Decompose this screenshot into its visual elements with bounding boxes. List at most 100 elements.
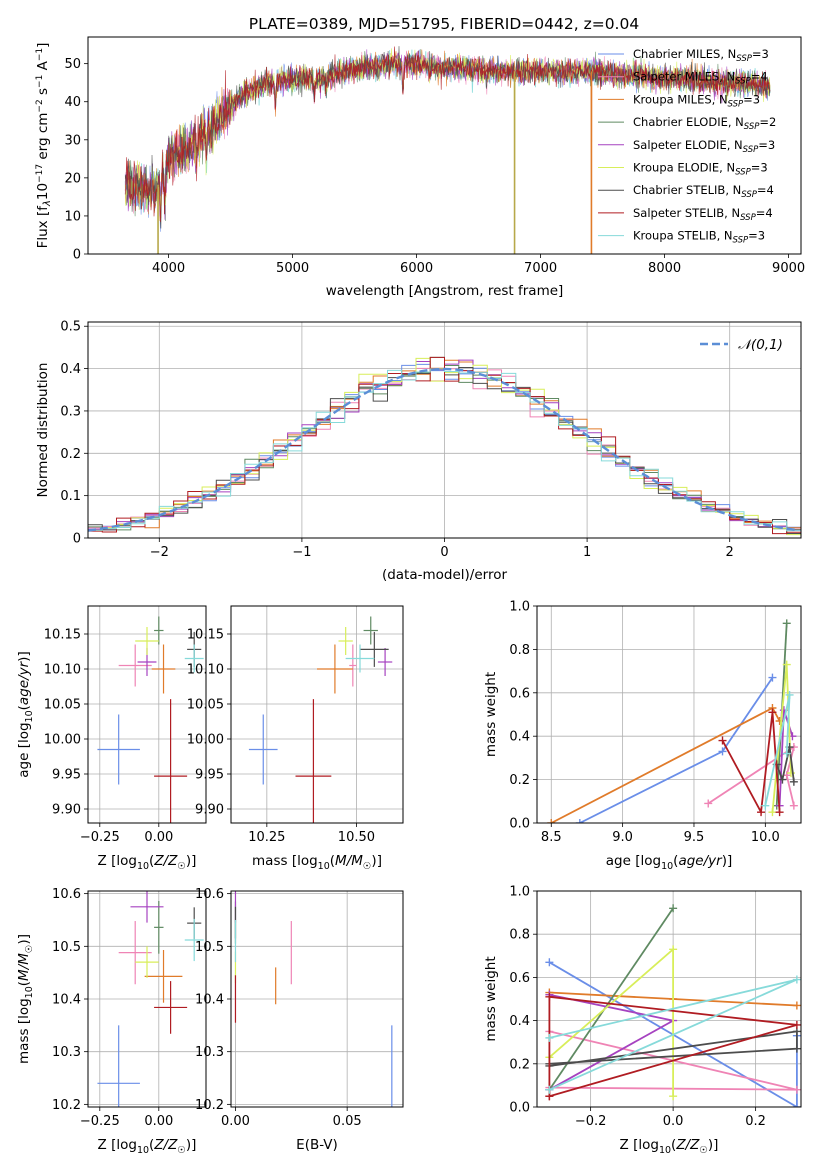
- panel-mass_vs_ebv: 0.00 0.05 10.2 10.3 10.4 10.5 10.6 E(B-V): [195, 887, 404, 1153]
- weight-point-marker: [792, 1020, 801, 1029]
- x-tick-label: 10.0: [751, 830, 780, 845]
- legend-label: Salpeter ELODIE, NSSP=3: [633, 138, 775, 155]
- y-tick-label: 0.3: [60, 404, 81, 419]
- y-tick-label: 20: [64, 171, 81, 186]
- y-tick-label: 0.8: [509, 643, 530, 658]
- x-tick-label: 7000: [524, 261, 557, 276]
- weight-point-marker: [768, 673, 777, 682]
- x-axis-label: Z [log10(Z/Z☉)]: [98, 853, 197, 872]
- y-tick-label: 0.5: [60, 320, 81, 335]
- y-tick-label: 0: [73, 248, 81, 263]
- x-axis-label: wavelength [Angstrom, rest frame]: [326, 283, 564, 299]
- weight-point-marker: [782, 619, 791, 628]
- legend-label: Chabrier STELIB, NSSP=4: [633, 183, 774, 200]
- weight-point-marker: [775, 717, 784, 726]
- y-tick-label: 10.5: [52, 940, 81, 955]
- weight-point-marker: [757, 808, 766, 817]
- x-tick-label: 0: [440, 545, 448, 560]
- y-tick-label: 0.2: [509, 1057, 530, 1072]
- plot-area: 4000 5000 6000 7000 8000 900001020304050Chabr…: [16, 36, 805, 1156]
- weight-point-marker: [718, 736, 727, 745]
- weight-series-line: [548, 995, 798, 1098]
- x-axis-label: E(B-V): [296, 1137, 338, 1153]
- weight-point-marker: [669, 945, 678, 954]
- x-tick-label: 9.5: [684, 830, 705, 845]
- x-tick-label: 9000: [772, 261, 805, 276]
- axes-frame: [87, 605, 207, 824]
- y-tick-label: 10.2: [195, 1098, 224, 1113]
- panel-mass_vs_Z: −0.25 0.00 10.2 10.3 10.4 10.5 10.6 Z [log10(Z/…: [16, 887, 207, 1156]
- x-tick-label: 8.5: [541, 830, 562, 845]
- x-tick-label: 10.50: [338, 830, 375, 845]
- legend-label: Salpeter STELIB, NSSP=4: [633, 206, 773, 223]
- plot-content: [97, 616, 204, 823]
- panel-weight_vs_Z: −0.2 0.0 0.2 0.0 0.2 0.4 0.6 0.8 1.0 Z [log10(Z/Z…: [483, 885, 802, 1156]
- weight-point-marker: [761, 801, 770, 810]
- y-axis-label: Normed distribution: [35, 363, 51, 498]
- y-tick-label: 0.0: [509, 1101, 530, 1116]
- y-tick-label: 1.0: [509, 885, 530, 900]
- weight-point-marker: [704, 799, 713, 808]
- x-axis-label: Z [log10(Z/Z☉)]: [98, 1137, 197, 1156]
- y-tick-label: 0.6: [509, 686, 530, 701]
- y-tick-label: 10.00: [44, 733, 81, 748]
- y-axis-label: mass weight: [483, 956, 499, 1041]
- plot-content: [248, 616, 393, 823]
- weight-point-marker: [547, 819, 556, 823]
- weight-series-line: [775, 746, 795, 783]
- x-tick-label: 8000: [648, 261, 681, 276]
- axes-frame: [536, 890, 802, 1108]
- x-tick-label: 0.00: [144, 1114, 173, 1129]
- y-tick-label: 0.4: [509, 1014, 530, 1029]
- x-tick-label: 5000: [276, 261, 309, 276]
- plot-content: [234, 891, 393, 1107]
- weight-point-marker: [792, 975, 801, 984]
- y-tick-label: 10.3: [195, 1045, 224, 1060]
- x-tick-label: 9.0: [612, 830, 633, 845]
- x-tick-label: −0.25: [80, 830, 120, 845]
- y-tick-label: 10.10: [187, 663, 224, 678]
- y-tick-label: 10.4: [195, 993, 224, 1008]
- weight-series-line: [549, 1030, 798, 1067]
- weight-point-marker: [669, 1092, 678, 1101]
- legend-label: Kroupa STELIB, NSSP=3: [633, 229, 765, 246]
- weight-point-marker: [792, 1085, 801, 1094]
- x-tick-label: 0.00: [221, 1114, 250, 1129]
- y-tick-label: 10.00: [187, 733, 224, 748]
- legend-label: Kroupa ELODIE, NSSP=3: [633, 161, 768, 178]
- x-axis-label: (data-model)/error: [382, 567, 508, 583]
- plot-content: [88, 356, 801, 537]
- legend: Chabrier MILES, NSSP=3 Salpeter MILES, NS…: [598, 47, 776, 246]
- x-tick-label: 4000: [152, 261, 185, 276]
- normal-curve: [88, 367, 799, 532]
- weight-point-marker: [782, 660, 791, 669]
- y-tick-label: 10.4: [52, 993, 81, 1008]
- x-tick-label: −1: [292, 545, 311, 560]
- x-tick-label: −0.25: [80, 1114, 120, 1129]
- y-tick-label: 50: [64, 57, 81, 72]
- x-tick-label: 0.0: [663, 1114, 684, 1129]
- y-tick-label: 10.2: [52, 1098, 81, 1113]
- weight-point-marker: [768, 708, 777, 717]
- weight-point-marker: [782, 749, 791, 758]
- plot-content: [97, 891, 204, 1107]
- weight-point-marker: [789, 777, 798, 786]
- weight-series-line: [548, 961, 798, 1107]
- weight-point-marker: [792, 1001, 801, 1010]
- weight-point-marker: [545, 992, 554, 1001]
- weight-point-marker: [575, 819, 584, 823]
- plot-content: [545, 904, 801, 1107]
- x-tick-label: 0.05: [333, 1114, 362, 1129]
- weight-point-marker: [669, 904, 678, 913]
- panel-age_vs_Z: −0.25 0.00 9.90 9.95 10.00 10.05 10.10 10.15 Z […: [16, 605, 207, 872]
- x-axis-label: age [log10(age/yr)]: [606, 853, 732, 872]
- x-tick-label: 0.00: [144, 830, 173, 845]
- x-tick-label: −2: [150, 545, 169, 560]
- spectrum-line: [124, 46, 771, 223]
- y-tick-label: 9.95: [52, 768, 81, 783]
- panel-weight_vs_age: 8.5 9.0 9.5 10.0 0.0 0.2 0.4 0.6 0.8 1.0 age [log1…: [483, 600, 802, 872]
- y-tick-label: 10.3: [52, 1045, 81, 1060]
- y-tick-label: 9.90: [195, 803, 224, 818]
- plot-content: [124, 46, 771, 254]
